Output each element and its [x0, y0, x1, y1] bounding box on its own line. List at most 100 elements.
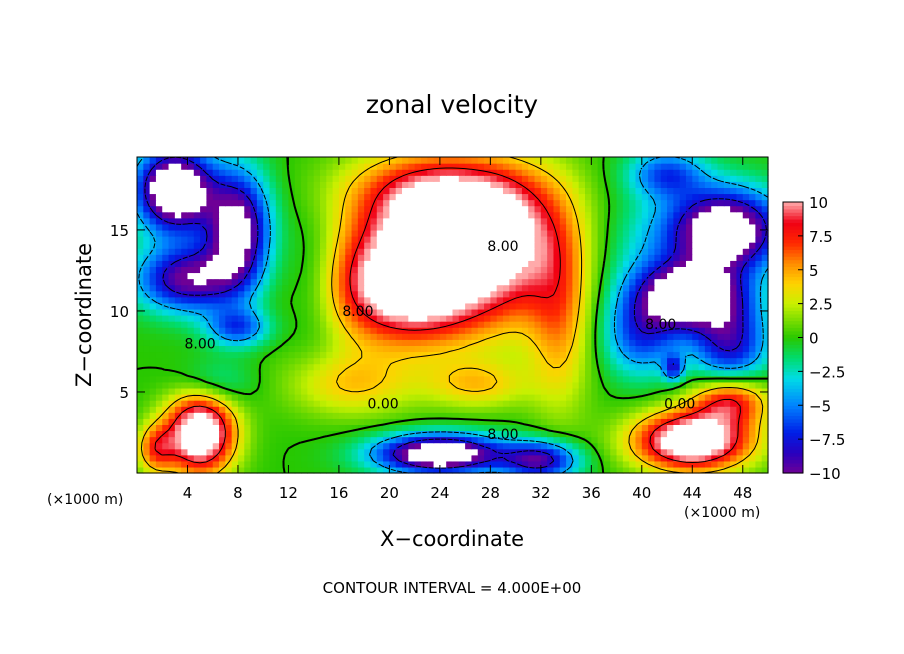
- heatmap-cell: [345, 321, 353, 328]
- heatmap-cell: [155, 211, 163, 219]
- heatmap-cell: [231, 394, 239, 401]
- heatmap-cell: [484, 357, 491, 365]
- heatmap-cell: [667, 448, 674, 456]
- heatmap-cell: [679, 223, 687, 231]
- heatmap-cell: [174, 296, 182, 304]
- heatmap-cell: [465, 211, 473, 219]
- heatmap-cell: [149, 436, 157, 444]
- heatmap-cell: [313, 357, 321, 365]
- heatmap-cell: [471, 466, 479, 474]
- heatmap-cell: [313, 442, 321, 450]
- heatmap-cell: [730, 242, 738, 249]
- heatmap-cell: [231, 205, 239, 213]
- heatmap-cell: [761, 308, 769, 316]
- heatmap-cell: [566, 412, 573, 419]
- heatmap-cell: [761, 272, 769, 280]
- heatmap-cell: [591, 278, 599, 286]
- heatmap-cell: [446, 242, 454, 249]
- heatmap-cell: [711, 333, 719, 340]
- heatmap-cell: [294, 436, 302, 444]
- heatmap-cell: [566, 254, 573, 261]
- heatmap-cell: [420, 272, 428, 280]
- heatmap-cell: [376, 308, 384, 316]
- heatmap-cell: [692, 351, 700, 359]
- heatmap-cell: [414, 424, 422, 432]
- heatmap-cell: [250, 284, 258, 292]
- heatmap-cell: [427, 321, 435, 328]
- heatmap-cell: [383, 454, 390, 462]
- heatmap-cell: [326, 175, 334, 182]
- heatmap-cell: [357, 327, 365, 334]
- heatmap-cell: [553, 211, 561, 219]
- heatmap-cell: [591, 321, 599, 328]
- heatmap-cell: [288, 327, 296, 334]
- heatmap-cell: [521, 266, 529, 274]
- heatmap-cell: [591, 406, 599, 413]
- heatmap-cell: [484, 217, 491, 225]
- heatmap-cell: [477, 351, 485, 359]
- heatmap-cell: [345, 345, 353, 353]
- heatmap-cell: [433, 242, 441, 249]
- heatmap-cell: [433, 424, 441, 432]
- heatmap-cell: [326, 400, 334, 407]
- heatmap-cell: [679, 254, 687, 261]
- heatmap-cell: [534, 242, 542, 249]
- heatmap-cell: [566, 454, 573, 462]
- heatmap-cell: [212, 351, 220, 359]
- heatmap-cell: [256, 436, 264, 444]
- heatmap-cell: [749, 272, 756, 280]
- heatmap-cell: [294, 296, 302, 304]
- heatmap-cell: [730, 236, 738, 243]
- heatmap-cell: [755, 175, 763, 182]
- heatmap-cell: [225, 278, 233, 286]
- heatmap-cell: [237, 169, 245, 176]
- heatmap-cell: [641, 394, 649, 401]
- heatmap-cell: [496, 363, 504, 371]
- heatmap-cell: [263, 345, 271, 353]
- heatmap-cell: [711, 242, 719, 249]
- heatmap-cell: [547, 406, 555, 413]
- heatmap-cell: [704, 296, 712, 304]
- heatmap-cell: [761, 242, 769, 249]
- heatmap-cell: [477, 412, 485, 419]
- heatmap-cell: [585, 290, 592, 298]
- heatmap-cell: [395, 345, 403, 353]
- heatmap-cell: [654, 278, 662, 286]
- heatmap-cell: [193, 424, 201, 432]
- heatmap-cell: [635, 436, 643, 444]
- heatmap-cell: [143, 448, 151, 456]
- heatmap-cell: [231, 339, 239, 346]
- heatmap-cell: [490, 327, 498, 334]
- heatmap-cell: [521, 436, 529, 444]
- heatmap-cell: [622, 466, 630, 474]
- heatmap-cell: [553, 181, 561, 188]
- heatmap-cell: [155, 181, 163, 188]
- heatmap-cell: [603, 302, 611, 310]
- heatmap-cell: [622, 412, 630, 419]
- heatmap-cell: [572, 175, 580, 182]
- heatmap-cell: [477, 211, 485, 219]
- heatmap-cell: [749, 229, 756, 237]
- heatmap-cell: [723, 205, 731, 213]
- heatmap-cell: [338, 175, 346, 182]
- heatmap-cell: [168, 254, 176, 261]
- heatmap-cell: [219, 327, 226, 334]
- heatmap-cell: [585, 345, 592, 353]
- heatmap-cell: [149, 345, 157, 353]
- heatmap-cell: [534, 223, 542, 231]
- heatmap-cell: [667, 381, 674, 389]
- heatmap-cell: [692, 199, 700, 207]
- heatmap-cell: [496, 248, 504, 255]
- heatmap-cell: [730, 223, 738, 231]
- heatmap-cell: [648, 436, 656, 444]
- heatmap-cell: [585, 418, 592, 425]
- heatmap-cell: [250, 278, 258, 286]
- heatmap-cell: [294, 193, 302, 201]
- heatmap-cell: [736, 223, 744, 231]
- heatmap-cell: [143, 321, 151, 328]
- heatmap-cell: [509, 466, 517, 474]
- heatmap-cell: [282, 430, 290, 438]
- heatmap-cell: [484, 369, 491, 377]
- heatmap-cell: [692, 248, 700, 255]
- heatmap-cell: [193, 339, 201, 346]
